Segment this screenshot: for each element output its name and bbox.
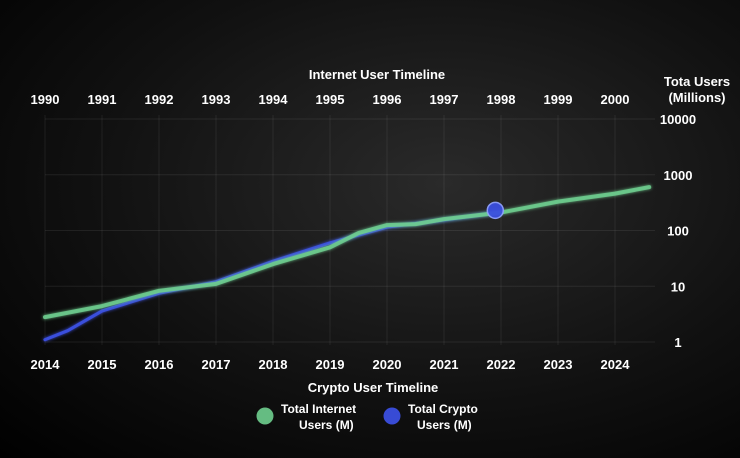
legend: Total Internet Users (M) Total Crypto Us… xyxy=(256,402,478,432)
y-tick-label: 10 xyxy=(671,279,685,294)
top-axis-label: Internet User Timeline xyxy=(309,67,445,82)
legend-marker-internet xyxy=(256,407,274,425)
bottom-axis-label: Crypto User Timeline xyxy=(308,380,439,395)
legend-marker-crypto xyxy=(383,407,401,425)
y-tick-label: 100 xyxy=(667,224,689,239)
y-tick-label: 1 xyxy=(674,335,681,350)
bottom-tick-label: 2020 xyxy=(373,357,402,372)
top-tick-label: 1995 xyxy=(316,92,345,107)
top-tick-label: 1992 xyxy=(145,92,174,107)
crypto-endpoint-marker xyxy=(486,201,505,220)
legend-label-internet-line2: Users (M) xyxy=(299,418,354,432)
bottom-tick-label: 2015 xyxy=(88,357,117,372)
top-axis-ticks: 1990 1991 1992 1993 1994 1995 1996 1997 1998 1999… xyxy=(31,92,630,107)
y-axis-title-line1: Tota Users xyxy=(664,74,730,89)
bottom-tick-label: 2016 xyxy=(145,357,174,372)
bottom-tick-label: 2022 xyxy=(487,357,516,372)
bottom-tick-label: 2023 xyxy=(544,357,573,372)
series-line-internet xyxy=(43,185,652,320)
bottom-tick-label: 2018 xyxy=(259,357,288,372)
bottom-tick-label: 2014 xyxy=(31,357,61,372)
bottom-tick-label: 2017 xyxy=(202,357,231,372)
top-tick-label: 1991 xyxy=(88,92,117,107)
top-tick-label: 1994 xyxy=(259,92,289,107)
top-tick-label: 1999 xyxy=(544,92,573,107)
top-tick-label: 2000 xyxy=(601,92,630,107)
y-tick-label: 10000 xyxy=(660,112,696,127)
legend-label-internet-line1: Total Internet xyxy=(281,402,356,416)
y-axis-ticks: 1 10 100 1000 10000 xyxy=(660,112,696,350)
bottom-tick-label: 2024 xyxy=(601,357,631,372)
bottom-tick-label: 2019 xyxy=(316,357,345,372)
legend-label-crypto-line2: Users (M) xyxy=(417,418,472,432)
top-tick-label: 1996 xyxy=(373,92,402,107)
top-tick-label: 1997 xyxy=(430,92,459,107)
y-tick-label: 1000 xyxy=(664,168,693,183)
series-layer xyxy=(43,185,652,342)
legend-label-crypto-line1: Total Crypto xyxy=(408,402,478,416)
y-axis-title-line2: (Millions) xyxy=(668,90,725,105)
top-tick-label: 1993 xyxy=(202,92,231,107)
top-tick-label: 1998 xyxy=(487,92,516,107)
bottom-tick-label: 2021 xyxy=(430,357,459,372)
bottom-axis-ticks: 2014 2015 2016 2017 2018 2019 2020 2021 2022 2023… xyxy=(31,357,631,372)
gridlines xyxy=(44,115,655,345)
top-tick-label: 1990 xyxy=(31,92,60,107)
